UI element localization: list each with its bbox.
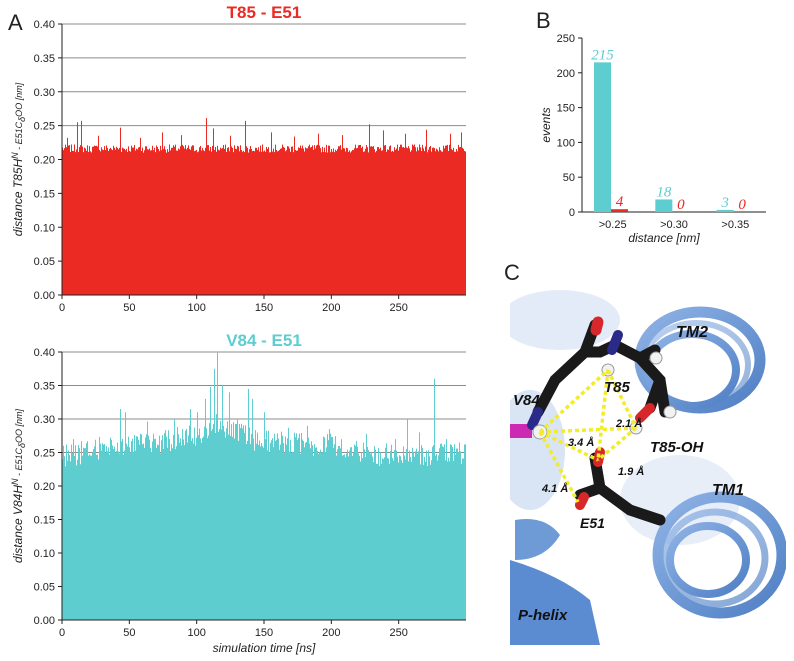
label-t85-oh: T85-OH [650, 439, 705, 456]
y-axis-label: distance T85HN - E51CδOO [nm] [10, 82, 27, 236]
x-tick-label: 100 [187, 302, 205, 314]
bar-value-label: 18 [656, 184, 672, 200]
x-tick-label: 200 [322, 627, 340, 639]
y-axis-label-part: N [10, 152, 20, 159]
chart-t85-e51: 0.00 0.05 0.10 0.15 0.20 0.25 0.30 0.35 0.40 0 50 1… [10, 3, 466, 314]
bar-value-label: 3 [720, 195, 729, 211]
y-tick-label: 0.30 [34, 414, 55, 426]
y-tick-label: 150 [557, 103, 575, 115]
y-axis-label-part: δ [17, 116, 27, 122]
molecular-structure-panel: TM2 T85 V84 T85-OH TM1 E51 P-helix 3.4 Å… [510, 290, 786, 645]
x-tick-label: 0 [59, 627, 65, 639]
y-tick-label: 0.20 [34, 481, 55, 493]
panel-letter-b: B [536, 8, 551, 33]
x-tick-label: 250 [389, 627, 407, 639]
y-tick-label: 0.35 [34, 53, 55, 65]
y-tick-label: 0.00 [34, 615, 55, 627]
event-bar [594, 62, 611, 212]
bar-value-label: 4 [616, 194, 624, 210]
y-tick-label: 0.15 [34, 515, 55, 527]
tm1-helix [652, 491, 786, 619]
y-axis-label-part: - E51C [14, 447, 24, 478]
bar-value-label: 0 [738, 197, 746, 213]
bar-value-label: 0 [677, 197, 685, 213]
chart-title: T85 - E51 [227, 3, 302, 22]
x-tick-label: >0.30 [660, 219, 688, 231]
y-axis-label: distance V84HN - E51CδOO [nm] [10, 408, 27, 563]
chart-title: V84 - E51 [226, 331, 302, 350]
y-tick-label: 0 [569, 207, 575, 219]
y-axis-label-part: distance V84H [11, 485, 25, 563]
y-axis-label-part: OO [nm] [14, 408, 24, 443]
y-tick-label: 200 [557, 68, 575, 80]
y-tick-label: 0.15 [34, 188, 55, 200]
bar-value-label: 215 [591, 47, 614, 63]
y-tick-label: 100 [557, 137, 575, 149]
x-tick-label: 150 [255, 627, 273, 639]
distance-label: 3.4 Å [568, 436, 594, 449]
y-axis-label-part: OO [nm] [14, 82, 24, 117]
y-tick-label: 0.30 [34, 87, 55, 99]
distance-label: 4.1 Å [541, 482, 568, 495]
hbond-lines [538, 368, 638, 503]
y-axis-label-part: - E51C [14, 121, 24, 152]
x-tick-label: >0.35 [721, 219, 749, 231]
label-v84: V84 [513, 392, 540, 409]
panel-letter-a: A [8, 10, 23, 35]
distance-label: 1.9 Å [618, 465, 644, 478]
helix-fragment [515, 519, 560, 560]
y-tick-label: 0.00 [34, 290, 55, 302]
y-axis-label-part: N [10, 478, 20, 485]
y-tick-label: 0.05 [34, 582, 55, 594]
y-tick-label: 50 [563, 172, 575, 184]
y-axis-label: events [539, 107, 553, 142]
panel-letter-c: C [504, 260, 520, 285]
label-tm2: TM2 [676, 324, 708, 341]
y-tick-label: 0.25 [34, 448, 55, 460]
x-tick-label: 0 [59, 302, 65, 314]
x-tick-label: 50 [123, 302, 135, 314]
y-tick-label: 0.10 [34, 222, 55, 234]
x-axis-label: distance [nm] [628, 231, 700, 245]
y-tick-label: 0.20 [34, 155, 55, 167]
magenta-residue [510, 424, 532, 438]
x-tick-label: 50 [123, 627, 135, 639]
event-bar [655, 199, 673, 212]
data-bars [62, 352, 466, 620]
x-tick-label: 250 [389, 302, 407, 314]
p-helix [510, 560, 600, 645]
x-tick-label: 150 [255, 302, 273, 314]
x-tick-label: 200 [322, 302, 340, 314]
y-tick-label: 0.10 [34, 548, 55, 560]
y-tick-label: 0.40 [34, 347, 55, 359]
chart-v84-e51: 0.00 0.05 0.10 0.15 0.20 0.25 0.30 0.35 0.40 0 50 1… [10, 331, 466, 655]
y-tick-label: 0.35 [34, 381, 55, 393]
y-tick-label: 250 [557, 33, 575, 45]
label-t85: T85 [604, 379, 631, 396]
label-e51: E51 [580, 515, 605, 531]
label-p-helix: P-helix [518, 607, 568, 624]
x-axis-label: simulation time [ns] [213, 641, 316, 655]
data-bars [62, 118, 466, 295]
y-axis-label-part: distance T85H [11, 159, 25, 237]
y-axis-label-part: δ [17, 442, 27, 448]
y-tick-label: 0.40 [34, 19, 55, 31]
event-bar [716, 209, 734, 212]
event-bar [611, 209, 628, 212]
y-tick-label: 0.25 [34, 121, 55, 133]
x-tick-label: 100 [187, 627, 205, 639]
label-tm1: TM1 [712, 482, 744, 499]
distance-label: 2.1 Å [615, 417, 642, 430]
x-tick-label: >0.25 [599, 219, 627, 231]
y-tick-label: 0.05 [34, 256, 55, 268]
